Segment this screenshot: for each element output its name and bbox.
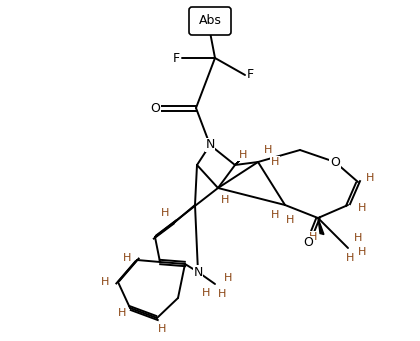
Text: O: O (150, 102, 160, 115)
Text: H: H (202, 288, 210, 298)
Text: H: H (354, 233, 362, 243)
Text: N: N (205, 138, 215, 151)
Text: H: H (264, 145, 272, 155)
Text: H: H (309, 232, 317, 242)
Polygon shape (318, 218, 324, 235)
Text: H: H (358, 203, 366, 213)
Text: F: F (173, 51, 180, 64)
Text: H: H (358, 247, 366, 257)
Text: H: H (158, 324, 166, 334)
FancyBboxPatch shape (189, 7, 231, 35)
Text: H: H (101, 277, 109, 287)
Polygon shape (235, 155, 244, 165)
Text: H: H (118, 308, 126, 318)
Text: H: H (286, 215, 294, 225)
Text: H: H (366, 173, 374, 183)
Text: H: H (218, 289, 226, 299)
Text: H: H (123, 253, 131, 263)
Text: H: H (161, 208, 169, 218)
Text: O: O (330, 155, 340, 168)
Text: H: H (346, 253, 354, 263)
Text: H: H (271, 157, 279, 167)
Text: H: H (271, 210, 279, 220)
Text: F: F (247, 69, 254, 81)
Text: H: H (221, 195, 229, 205)
Text: N: N (193, 266, 203, 279)
Text: O: O (303, 237, 313, 250)
Text: H: H (239, 150, 247, 160)
Text: H: H (224, 273, 232, 283)
Text: Abs: Abs (199, 15, 221, 28)
